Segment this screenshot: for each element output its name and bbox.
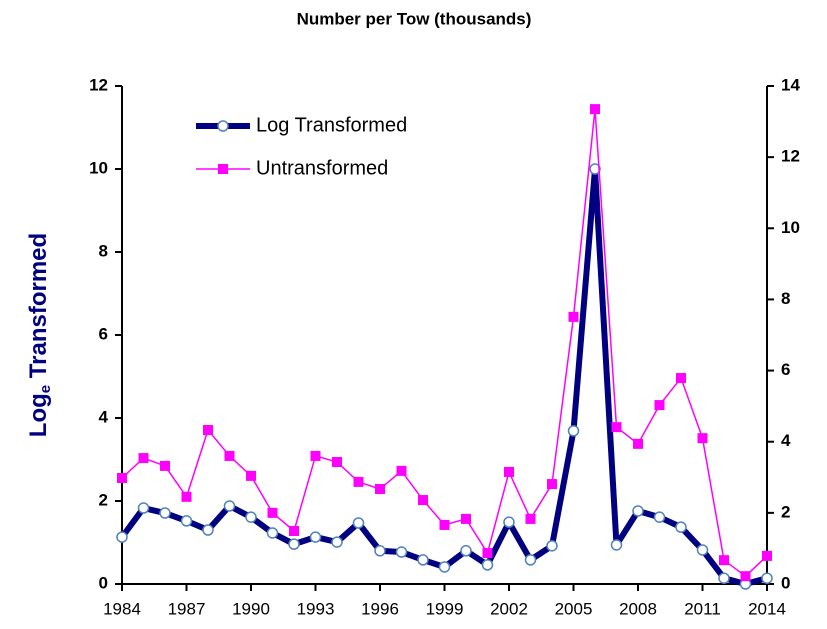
marker [310, 450, 321, 461]
x-tick-label: 1990 [232, 599, 270, 618]
marker [762, 550, 772, 561]
marker [761, 572, 773, 584]
x-tick-label: 1987 [168, 599, 206, 618]
y2-tick-label: 4 [781, 431, 791, 450]
marker [417, 554, 429, 566]
marker [116, 531, 128, 543]
marker [547, 479, 557, 490]
marker [159, 507, 171, 519]
x-tick-label: 2008 [619, 599, 657, 618]
marker [568, 311, 579, 322]
marker [460, 545, 472, 557]
marker [461, 513, 471, 524]
y-axis-label: Loge Transformed [25, 233, 54, 437]
y-label-subscript: e [37, 385, 54, 393]
x-tick-label: 1993 [297, 599, 335, 618]
y-label-part: Transformed [25, 233, 52, 385]
marker [288, 538, 300, 550]
y2-tick-label: 8 [781, 289, 790, 308]
marker [611, 422, 622, 433]
marker [546, 540, 558, 552]
marker [396, 465, 407, 476]
marker [202, 524, 214, 536]
x-tick-label: 2014 [748, 599, 786, 618]
marker [418, 495, 428, 506]
marker [567, 425, 580, 437]
marker [697, 433, 708, 444]
marker [525, 513, 536, 524]
y-tick-label: 8 [99, 241, 108, 260]
x-tick-label: 2002 [490, 599, 528, 618]
y2-tick-label: 0 [781, 573, 790, 592]
marker [482, 548, 493, 559]
marker [439, 519, 450, 530]
marker [675, 521, 687, 533]
marker [266, 527, 279, 539]
y-tick-label: 6 [99, 324, 108, 343]
marker [696, 544, 709, 556]
legend-label: Untransformed [256, 157, 388, 179]
series-line [121, 108, 768, 577]
marker [289, 525, 299, 536]
marker [610, 539, 623, 551]
marker [223, 500, 236, 512]
y2-tick-label: 14 [781, 75, 800, 94]
y-label-part: Log [25, 393, 52, 437]
marker [181, 491, 192, 502]
y-tick-label: 2 [99, 490, 108, 509]
marker [740, 571, 751, 582]
y-tick-label: 12 [89, 75, 108, 94]
y2-tick-label: 12 [781, 147, 800, 166]
marker [504, 466, 514, 477]
marker [353, 476, 364, 487]
marker [719, 555, 729, 566]
y-tick-label: 4 [99, 407, 109, 426]
marker [137, 502, 150, 514]
marker [117, 472, 127, 483]
marker [331, 536, 343, 548]
x-tick-label: 1984 [103, 599, 141, 618]
marker [352, 517, 365, 529]
marker [503, 516, 515, 528]
marker [224, 450, 235, 461]
y-tick-label: 10 [89, 158, 108, 177]
legend-marker [217, 120, 229, 132]
y-tick-label: 0 [99, 573, 108, 592]
marker [524, 554, 537, 566]
marker [632, 505, 644, 517]
marker [653, 511, 666, 523]
y2-tick-label: 6 [781, 360, 790, 379]
marker [203, 424, 213, 435]
marker [590, 104, 600, 115]
marker [309, 531, 322, 543]
x-tick-label: 1996 [361, 599, 399, 618]
x-tick-label: 2011 [684, 599, 721, 618]
marker [438, 561, 451, 573]
legend-marker [218, 164, 228, 174]
marker [332, 456, 342, 467]
marker [633, 438, 643, 449]
marker [395, 546, 408, 558]
x-tick-label: 2005 [555, 599, 593, 618]
marker [589, 163, 601, 175]
marker [374, 545, 386, 557]
marker [654, 400, 665, 411]
marker [375, 484, 385, 495]
marker [138, 453, 149, 464]
y2-tick-label: 10 [781, 218, 800, 237]
x-tick-label: 1999 [426, 599, 464, 618]
legend-label: Log Transformed [256, 114, 407, 136]
y2-tick-label: 2 [781, 502, 790, 521]
marker [246, 470, 256, 481]
marker [267, 507, 278, 518]
chart-title: Number per Tow (thousands) [297, 9, 532, 28]
marker [676, 373, 686, 384]
marker [718, 572, 730, 584]
marker [160, 460, 170, 471]
marker [245, 511, 257, 523]
marker [481, 559, 494, 571]
marker [180, 515, 193, 527]
